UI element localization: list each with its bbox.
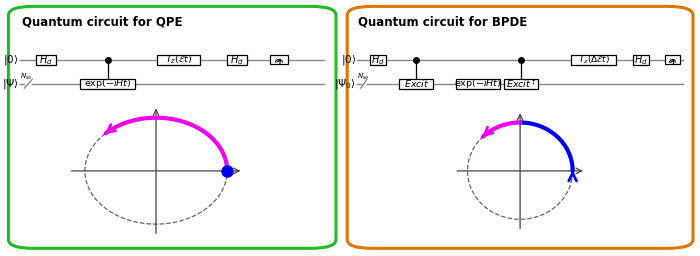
Bar [36,55,56,65]
Bar [633,55,649,65]
Bar [456,79,500,89]
Text: $H_d$: $H_d$ [230,53,244,67]
Text: $H_d$: $H_d$ [39,53,53,67]
Bar [270,55,288,64]
Bar [157,55,200,65]
Text: $|0\rangle$: $|0\rangle$ [341,53,356,67]
Text: Quantum circuit for QPE: Quantum circuit for QPE [22,16,182,29]
Bar [665,55,680,64]
Text: $H_d$: $H_d$ [634,53,648,67]
Text: $N_{so}$: $N_{so}$ [357,72,369,82]
Text: $|\Psi\rangle$: $|\Psi\rangle$ [2,77,19,91]
Text: $Excit^\dagger$: $Excit^\dagger$ [506,78,537,90]
Text: $|0\rangle$: $|0\rangle$ [4,53,19,67]
Bar [571,55,616,65]
Text: $Excit$: $Excit$ [404,78,429,89]
Text: $\exp(-iHt)$: $\exp(-iHt)$ [84,77,132,90]
Text: $N_{so}$: $N_{so}$ [20,72,32,82]
Bar [504,79,538,89]
Text: $T_z(\Delta\mathcal{E}t)$: $T_z(\Delta\mathcal{E}t)$ [578,53,610,66]
Text: $\exp(-iHt)$: $\exp(-iHt)$ [454,77,502,90]
Bar [399,79,433,89]
Bar [80,79,135,89]
Text: $H_d$: $H_d$ [372,53,385,67]
Bar [370,55,386,65]
Text: $|\Psi_0\rangle$: $|\Psi_0\rangle$ [334,77,356,91]
Bar [227,55,247,65]
Text: $T_z(\mathcal{E}t)$: $T_z(\mathcal{E}t)$ [165,53,192,66]
Text: Quantum circuit for BPDE: Quantum circuit for BPDE [358,16,528,29]
